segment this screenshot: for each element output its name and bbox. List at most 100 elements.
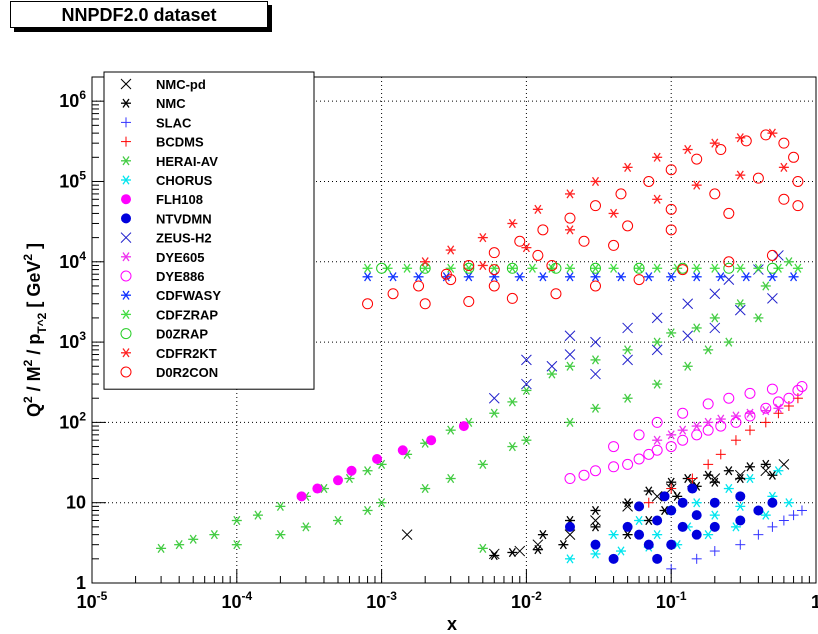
legend-label: BCDMS <box>156 135 204 150</box>
legend-marker <box>120 328 132 340</box>
data-point <box>778 515 789 526</box>
data-point <box>703 530 714 540</box>
legend-marker <box>121 136 131 147</box>
data-point <box>682 144 693 155</box>
legend-item: CDFZRAP <box>121 307 218 322</box>
data-point <box>634 263 645 273</box>
data-point <box>666 539 677 550</box>
data-point <box>665 224 677 236</box>
data-point <box>388 272 399 282</box>
legend-label: DYE605 <box>156 250 204 265</box>
data-point <box>723 466 734 476</box>
y-tick-label: 102 <box>59 409 86 432</box>
data-point <box>589 465 601 477</box>
y-tick-label: 1 <box>76 573 86 593</box>
x-axis-label: x <box>447 614 457 634</box>
data-points <box>156 128 808 574</box>
data-point <box>709 510 720 520</box>
data-point <box>546 259 558 271</box>
data-point <box>651 444 663 456</box>
data-point <box>682 361 693 371</box>
data-point <box>760 510 771 520</box>
data-point <box>507 397 518 407</box>
y-tick-label: 10 <box>66 493 86 513</box>
legend-label: NTVDMN <box>156 211 212 226</box>
data-point <box>691 498 702 508</box>
legend-item: ZEUS-H2 <box>120 231 212 246</box>
data-point <box>362 505 373 516</box>
y-axis-label-text: Q2 / M2 / pT^2 [ GeV2 ] <box>21 243 49 417</box>
data-point <box>402 263 413 273</box>
legend-marker <box>121 348 131 358</box>
data-point <box>682 330 694 342</box>
data-point <box>744 387 756 399</box>
data-point <box>546 360 558 372</box>
legend-marker <box>121 290 131 300</box>
data-point <box>652 435 663 445</box>
data-point <box>362 263 373 273</box>
data-point <box>666 483 677 494</box>
legend-label: CHORUS <box>156 173 213 188</box>
data-point <box>735 299 746 309</box>
data-point <box>730 416 742 428</box>
data-point <box>792 175 804 187</box>
data-point <box>188 534 199 544</box>
x-tick-label: 10-4 <box>221 589 252 612</box>
data-point <box>687 473 698 484</box>
data-point <box>760 281 771 291</box>
data-point <box>703 345 714 355</box>
data-point <box>537 272 548 282</box>
data-point <box>643 515 654 526</box>
data-point <box>590 176 601 187</box>
data-point <box>741 272 752 282</box>
data-point <box>652 553 663 564</box>
data-point <box>521 354 532 366</box>
legend-item: NMC-pd <box>120 77 206 92</box>
data-point <box>382 263 393 273</box>
data-point <box>783 392 795 404</box>
data-point <box>608 441 620 453</box>
legend-label: CDFR2KT <box>156 346 217 361</box>
data-point <box>783 257 794 267</box>
data-point <box>231 540 242 550</box>
series-cdfwasy <box>362 272 799 282</box>
data-point <box>643 175 655 187</box>
legend-marker <box>121 194 131 205</box>
legend-item: D0R2CON <box>120 365 218 380</box>
series-ntvdmn <box>564 483 778 564</box>
data-point <box>506 292 518 304</box>
data-point <box>709 288 721 300</box>
data-point <box>723 256 735 268</box>
data-point <box>537 224 549 236</box>
data-point <box>590 522 601 532</box>
legend-item: BCDMS <box>121 135 204 150</box>
data-point <box>514 545 526 557</box>
data-point <box>633 274 645 286</box>
data-point <box>773 403 784 413</box>
series-nmc <box>489 459 778 561</box>
series-zeus-h2 <box>488 250 784 404</box>
data-point <box>521 243 532 253</box>
data-point <box>564 554 575 564</box>
legend-label: FLH108 <box>156 192 203 207</box>
series-flh108 <box>296 421 469 502</box>
x-tick-label: 10-1 <box>656 589 687 612</box>
data-point <box>622 322 633 334</box>
data-point <box>622 530 633 540</box>
data-point <box>174 540 185 550</box>
data-point <box>622 498 633 508</box>
data-point <box>445 263 456 273</box>
tick-labels: 10-5 10-4 10-3 10-2 10-1 1 1 10 102 103 104 105 106 <box>59 88 818 612</box>
data-point <box>590 368 601 380</box>
data-point <box>709 263 720 273</box>
data-point <box>643 272 654 282</box>
data-point <box>477 459 488 470</box>
series-bcdms <box>643 393 803 508</box>
data-point <box>691 553 702 564</box>
legend-item: CHORUS <box>121 173 213 188</box>
data-point <box>753 313 764 323</box>
data-point <box>677 521 688 532</box>
data-point <box>275 501 286 511</box>
legend-item: NTVDMN <box>121 211 212 226</box>
data-point <box>734 304 746 316</box>
